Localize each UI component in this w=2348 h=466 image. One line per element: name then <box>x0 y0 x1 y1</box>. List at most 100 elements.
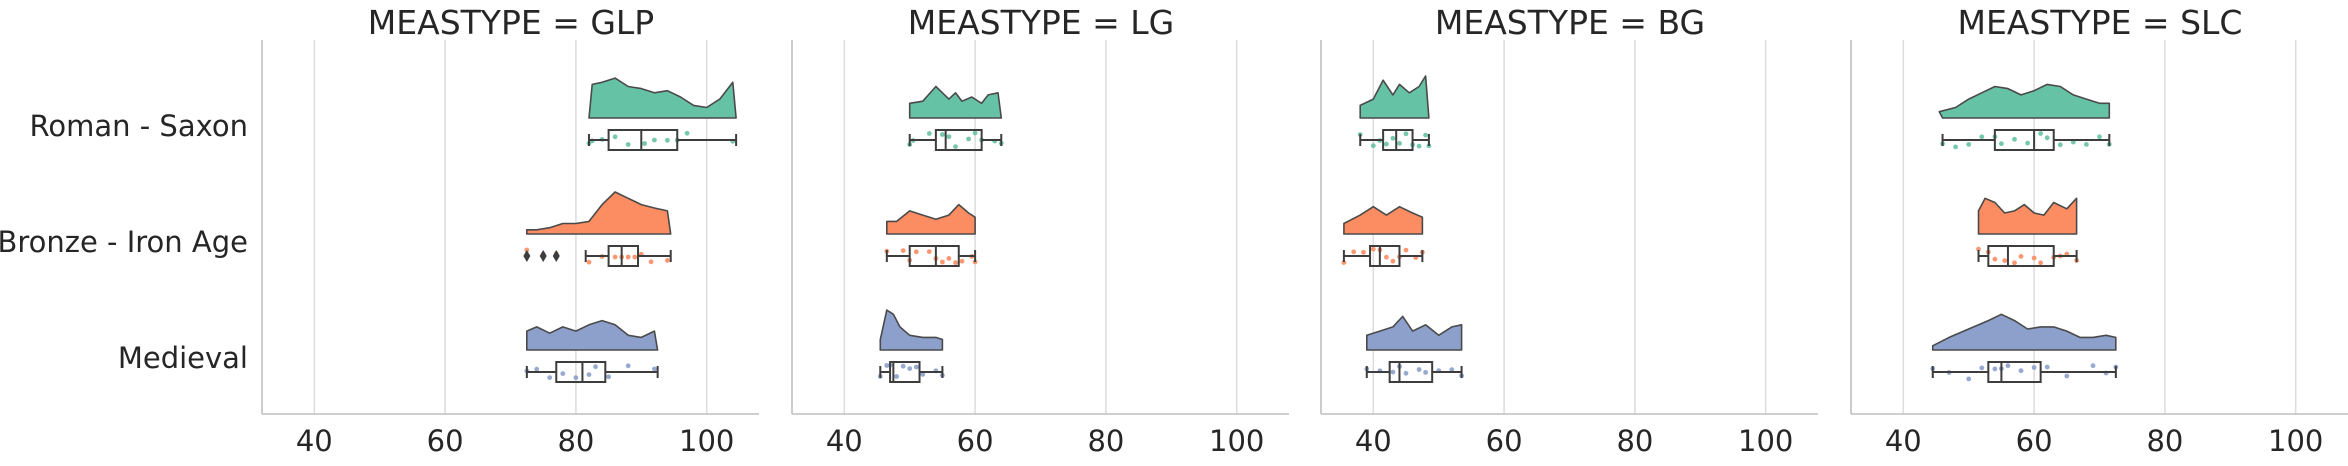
x-tick-label: 80 <box>557 424 594 458</box>
data-point <box>946 256 952 261</box>
data-point <box>586 259 592 265</box>
outlier-marker <box>552 250 560 262</box>
data-point <box>625 142 631 147</box>
iqr-box <box>1987 361 2042 383</box>
data-point <box>926 131 932 136</box>
data-point <box>652 366 657 372</box>
data-point <box>573 375 579 381</box>
data-point <box>612 134 618 140</box>
data-point <box>2005 363 2011 369</box>
data-point <box>1416 367 1422 372</box>
data-point <box>1397 141 1402 146</box>
iqr-box <box>1987 245 2055 267</box>
iqr-box <box>1382 129 1414 151</box>
x-tick-label: 60 <box>957 424 994 458</box>
data-point <box>534 366 540 372</box>
density-cloud <box>908 85 1003 119</box>
data-point <box>1999 141 2004 147</box>
y-tick-label: Medieval <box>118 341 248 375</box>
data-point <box>1416 143 1422 149</box>
facet-panel-bg: MEASTYPE = BG 40 60 80 100 <box>1320 3 1818 458</box>
y-axis-category-labels: Roman - Saxon Bronze - Iron Age Medieval <box>0 109 248 375</box>
iqr-box <box>1993 129 2055 151</box>
facet-panel-glp: MEASTYPE = GLP 40 60 80 100 <box>261 3 759 458</box>
data-point <box>1423 132 1428 138</box>
data-point <box>625 254 631 260</box>
x-tick-label: 100 <box>1209 424 1264 458</box>
data-point <box>926 249 932 255</box>
facet-panel-lg: MEASTYPE = LG 40 60 80 100 <box>791 3 1289 458</box>
density-cloud <box>588 77 737 119</box>
data-point <box>2038 131 2043 136</box>
data-point <box>2031 255 2037 261</box>
density-cloud <box>1931 313 2117 351</box>
x-tick-label: 80 <box>2146 424 2183 458</box>
data-point <box>2084 142 2089 147</box>
facet-title: MEASTYPE = GLP <box>368 3 654 42</box>
data-point <box>2012 136 2017 142</box>
x-tick-label: 100 <box>679 424 734 458</box>
data-point <box>907 366 913 371</box>
data-point <box>547 375 553 380</box>
data-point <box>1384 141 1389 147</box>
iqr-box <box>607 245 640 267</box>
data-point <box>913 364 919 370</box>
data-point <box>940 259 945 265</box>
y-tick-label: Roman - Saxon <box>30 109 248 143</box>
outlier-marker <box>539 250 547 262</box>
data-point <box>2044 135 2050 141</box>
data-point <box>913 249 919 255</box>
data-point <box>2090 363 2096 369</box>
data-point <box>612 254 618 260</box>
density-cloud <box>1343 205 1424 235</box>
density-cloud <box>526 319 659 351</box>
data-point <box>1953 144 1958 150</box>
data-point <box>1403 370 1409 376</box>
data-point <box>2064 373 2070 379</box>
data-point <box>2012 260 2017 266</box>
data-point <box>1403 247 1409 253</box>
data-point <box>1403 131 1409 137</box>
density-cloud <box>1365 315 1463 351</box>
data-point <box>972 130 978 136</box>
data-point <box>2018 254 2024 259</box>
data-point <box>1370 246 1376 252</box>
data-point <box>586 372 592 377</box>
data-point <box>2018 368 2024 374</box>
data-point <box>1979 365 1985 371</box>
data-point <box>2044 364 2050 370</box>
data-point <box>1351 249 1357 255</box>
data-point <box>625 363 631 369</box>
data-point <box>894 374 899 379</box>
outlier-marker <box>523 250 531 262</box>
iqr-box <box>1388 361 1434 383</box>
y-tick-label: Bronze - Iron Age <box>0 225 248 259</box>
data-point <box>642 141 647 146</box>
iqr-box <box>607 129 679 151</box>
facet-title: MEASTYPE = SLC <box>1958 3 2243 42</box>
data-point <box>2057 142 2063 148</box>
data-point <box>652 137 657 143</box>
data-point <box>1992 256 1998 262</box>
data-point <box>920 372 926 377</box>
data-point <box>606 374 611 380</box>
iqr-box <box>1369 245 1401 267</box>
data-point <box>632 254 638 260</box>
data-point <box>959 258 965 264</box>
x-tick-label: 40 <box>296 424 333 458</box>
data-point <box>684 130 690 136</box>
x-tick-label: 60 <box>2016 424 2053 458</box>
data-point <box>1390 369 1396 375</box>
data-point <box>560 371 566 376</box>
data-point <box>2038 260 2043 266</box>
data-point <box>1976 246 1981 252</box>
density-cloud <box>1938 83 2111 119</box>
data-point <box>2097 134 2102 140</box>
data-point <box>1423 370 1428 375</box>
data-point <box>1384 254 1389 260</box>
facet-title: MEASTYPE = BG <box>1435 3 1705 42</box>
facet-panel-slc: MEASTYPE = SLC 40 60 80 100 <box>1850 3 2348 458</box>
x-tick-label: 60 <box>427 424 464 458</box>
iqr-box <box>908 245 960 267</box>
